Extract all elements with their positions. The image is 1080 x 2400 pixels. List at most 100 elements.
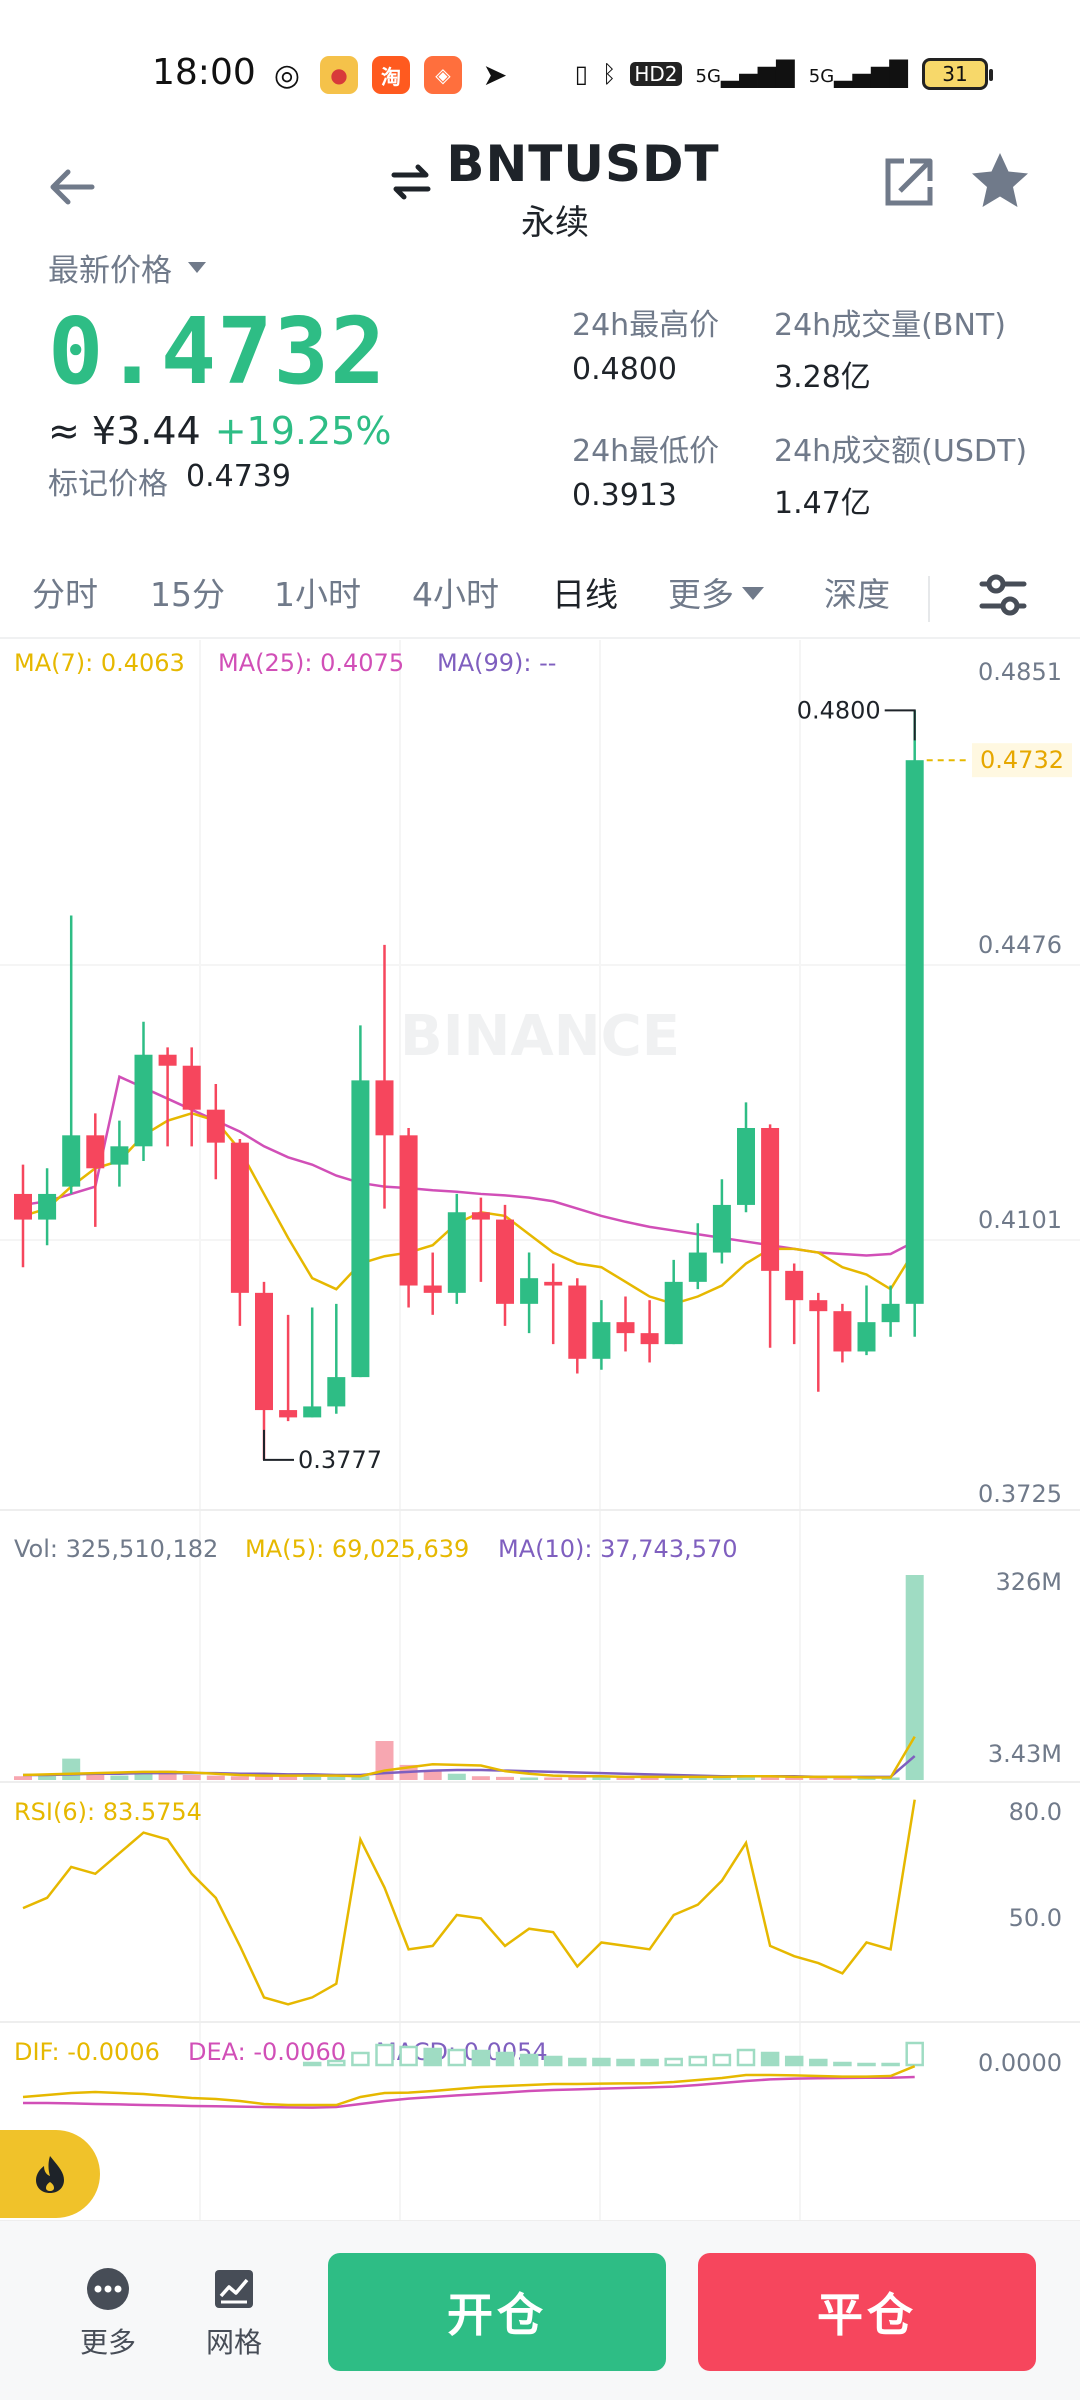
macd-histogram-bar bbox=[302, 2061, 322, 2067]
macd-histogram-bar bbox=[664, 2057, 683, 2067]
candle-body bbox=[182, 1065, 201, 1110]
hot-button[interactable] bbox=[0, 2130, 100, 2218]
tab-1d[interactable]: 日线 bbox=[552, 575, 618, 614]
volume-bar bbox=[423, 1770, 442, 1780]
rsi-polyline bbox=[22, 1799, 916, 2006]
candles bbox=[14, 710, 924, 1460]
vibrate-icon: ▯ bbox=[574, 60, 588, 88]
candle-body bbox=[496, 1219, 514, 1304]
volume-bar bbox=[568, 1776, 587, 1780]
share-icon[interactable] bbox=[880, 153, 938, 211]
price-axis-label: 0.4476 bbox=[978, 931, 1062, 959]
chart-settings-icon[interactable] bbox=[976, 568, 1030, 622]
app-notification-icon: ◎ bbox=[268, 56, 306, 94]
stat-volume-quote: 24h成交额(USDT) 1.47亿 bbox=[774, 434, 1028, 521]
macd-histogram-bar bbox=[327, 2059, 346, 2067]
macd-histogram-bar bbox=[519, 2053, 539, 2067]
status-notification-icons: ◎ ● 淘 ◈ ➤ bbox=[268, 56, 514, 94]
candle-body bbox=[857, 1322, 876, 1352]
signal-5g-icon-2: 5G▂▄▆█ bbox=[808, 60, 908, 88]
macd-histogram-bar bbox=[471, 2049, 491, 2067]
telegram-icon: ➤ bbox=[476, 56, 514, 94]
weibo-icon: ● bbox=[320, 56, 358, 94]
volume-bar bbox=[182, 1774, 201, 1780]
rsi-legend: RSI(6): 83.5754 bbox=[14, 1798, 202, 1826]
volume-bar bbox=[520, 1777, 539, 1780]
candle-body bbox=[423, 1285, 442, 1293]
tab-depth[interactable]: 深度 bbox=[824, 575, 890, 614]
kline-chart[interactable]: BINANCE MA(7): 0.4063 MA(25): 0.4075 MA(… bbox=[0, 640, 1080, 2220]
candle-body bbox=[833, 1311, 852, 1352]
volume-bar bbox=[206, 1775, 225, 1780]
candle-body bbox=[86, 1135, 105, 1169]
favorite-star-icon[interactable] bbox=[968, 149, 1032, 213]
price-type-selector[interactable]: 最新价格 bbox=[48, 245, 391, 290]
volume-axis-label: 326M bbox=[995, 1568, 1062, 1596]
volume-bar bbox=[471, 1776, 490, 1780]
candle-body bbox=[905, 760, 924, 1304]
change-percent: +19.25% bbox=[214, 409, 392, 453]
close-position-button[interactable]: 平仓 bbox=[698, 2253, 1036, 2371]
macd-histogram-bar bbox=[688, 2055, 708, 2067]
tab-15m[interactable]: 15分 bbox=[150, 575, 225, 614]
stat-low: 24h最低价 0.3913 bbox=[572, 434, 720, 513]
volume-bar bbox=[809, 1777, 828, 1780]
rsi-axis-label: 50.0 bbox=[1009, 1904, 1062, 1932]
swap-icon bbox=[391, 164, 431, 200]
grid-button[interactable]: 网格 bbox=[184, 2265, 284, 2361]
volume-axis-label: 3.43M bbox=[988, 1740, 1062, 1768]
macd-dif-legend: DIF: -0.0006 bbox=[14, 2038, 160, 2066]
price-summary: 最新价格 0.4732 ≈ ¥3.44 +19.25% 标记价格 0.4739 bbox=[48, 245, 391, 503]
candle-body bbox=[520, 1278, 539, 1304]
candle-body bbox=[255, 1292, 273, 1411]
volume-bars bbox=[14, 1575, 924, 1780]
tab-more[interactable]: 更多 bbox=[668, 568, 764, 616]
last-price: 0.4732 bbox=[48, 298, 387, 405]
price-axis-label: 0.4101 bbox=[978, 1206, 1062, 1234]
macd-histogram-bar bbox=[905, 2041, 924, 2067]
macd-histogram-bar bbox=[760, 2051, 780, 2067]
volume-bar bbox=[857, 1777, 876, 1780]
macd-histogram-bar bbox=[809, 2058, 828, 2067]
candle-body bbox=[761, 1127, 780, 1271]
volume-legend: Vol: 325,510,182 bbox=[14, 1535, 218, 1563]
candle-body bbox=[640, 1333, 659, 1345]
candle-body bbox=[14, 1193, 32, 1220]
volume-bar bbox=[447, 1773, 466, 1780]
caret-down-icon bbox=[742, 587, 764, 600]
grid-chart-icon bbox=[215, 2270, 253, 2308]
rsi-line bbox=[22, 1799, 916, 2006]
volume-bar bbox=[761, 1776, 780, 1780]
macd-histogram-bar bbox=[640, 2058, 659, 2067]
macd-histogram-bar bbox=[616, 2058, 635, 2067]
tab-1h[interactable]: 1小时 bbox=[274, 575, 361, 614]
price-axis-label: 0.3725 bbox=[978, 1480, 1062, 1508]
header: BNTUSDT 永续 bbox=[0, 135, 1080, 255]
low-marker-label: 0.3777 bbox=[298, 1446, 382, 1474]
cny-price: ≈ ¥3.44 bbox=[48, 409, 201, 453]
open-position-button[interactable]: 开仓 bbox=[328, 2253, 666, 2371]
watermark: BINANCE bbox=[400, 1004, 680, 1069]
tab-4h[interactable]: 4小时 bbox=[412, 575, 499, 614]
bluetooth-icon: ᛒ bbox=[601, 60, 617, 88]
volume-bar bbox=[303, 1776, 322, 1780]
macd-histogram-bar bbox=[592, 2057, 611, 2067]
candle-body bbox=[375, 1080, 394, 1136]
volume-bar bbox=[785, 1777, 804, 1780]
current-price-tag bbox=[972, 743, 1072, 778]
macd-histogram-bar bbox=[881, 2062, 900, 2067]
candle-body bbox=[351, 1080, 370, 1378]
tab-line[interactable]: 分时 bbox=[32, 575, 98, 614]
more-button[interactable]: 更多 bbox=[58, 2265, 158, 2361]
candle-body bbox=[881, 1303, 900, 1323]
volume-bar bbox=[110, 1775, 129, 1780]
back-arrow-icon[interactable] bbox=[42, 157, 102, 217]
contract-type: 永续 bbox=[521, 203, 589, 243]
candle-body bbox=[279, 1410, 298, 1418]
pair-title-group[interactable]: BNTUSDT 永续 bbox=[390, 135, 720, 244]
candle-body bbox=[688, 1252, 707, 1282]
status-time: 18:00 bbox=[152, 52, 256, 93]
macd-dea-legend: DEA: -0.0060 bbox=[188, 2038, 346, 2066]
volume-bar bbox=[833, 1777, 852, 1780]
volume-bar bbox=[737, 1775, 755, 1780]
